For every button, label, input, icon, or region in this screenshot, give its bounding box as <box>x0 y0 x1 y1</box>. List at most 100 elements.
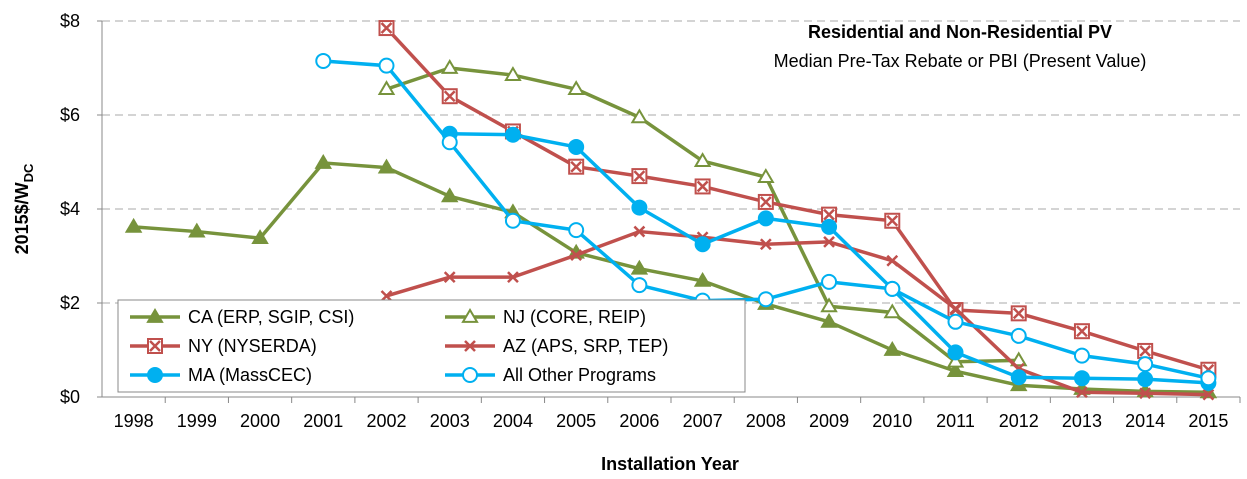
marker <box>631 199 648 216</box>
marker-cross <box>380 22 393 34</box>
marker-cross <box>443 271 456 284</box>
x-tick-label: 2006 <box>619 411 659 431</box>
x-tick-label: 1999 <box>177 411 217 431</box>
marker <box>693 271 712 287</box>
marker-cross <box>886 254 899 267</box>
marker <box>188 222 206 238</box>
marker <box>504 126 521 143</box>
x-tick-label: 2011 <box>936 411 975 431</box>
y-tick-label: $2 <box>60 293 80 313</box>
marker <box>440 187 459 203</box>
chart-title: Residential and Non-Residential PV <box>808 22 1112 42</box>
marker-cross <box>443 90 456 103</box>
marker <box>947 344 964 361</box>
marker <box>1137 371 1154 388</box>
x-tick-label: 1998 <box>114 411 154 431</box>
x-tick-label: 2005 <box>556 411 596 431</box>
x-tick-label: 2009 <box>809 411 849 431</box>
marker <box>886 254 899 267</box>
x-tick-label: 2000 <box>240 411 280 431</box>
marker <box>1137 356 1154 373</box>
marker <box>568 158 585 175</box>
marker <box>1073 347 1090 364</box>
marker <box>507 271 519 284</box>
marker-cross <box>759 238 772 251</box>
y-axis-label: 2015$/WDC <box>12 163 36 254</box>
marker <box>633 225 646 238</box>
marker-cross <box>149 340 161 352</box>
marker <box>1139 387 1152 400</box>
marker <box>1009 351 1028 367</box>
x-tick-label: 2002 <box>366 411 406 431</box>
marker <box>1200 370 1217 387</box>
marker <box>146 308 164 323</box>
marker-cross <box>823 236 835 248</box>
marker <box>377 80 396 96</box>
marker <box>693 152 712 167</box>
marker <box>694 236 711 253</box>
marker <box>1010 369 1027 386</box>
marker <box>377 158 396 174</box>
marker <box>1202 388 1215 401</box>
y-tick-label: $0 <box>60 387 80 407</box>
marker-cross <box>633 225 646 238</box>
y-tick-label: $6 <box>60 105 80 125</box>
marker-cross <box>570 160 583 173</box>
marker <box>883 341 902 356</box>
marker <box>759 238 772 251</box>
marker <box>124 217 143 233</box>
marker <box>568 138 585 155</box>
x-tick-label: 2013 <box>1062 411 1102 431</box>
marker <box>821 206 838 223</box>
x-tick-label: 2008 <box>746 411 786 431</box>
y-tick-label: $8 <box>60 11 80 31</box>
marker <box>883 303 902 319</box>
legend-box <box>117 299 746 393</box>
marker <box>147 338 163 354</box>
marker <box>1073 323 1090 340</box>
marker <box>1076 386 1088 399</box>
marker <box>631 277 648 294</box>
legend-label: NY (NYSERDA) <box>188 336 317 356</box>
marker <box>568 222 585 239</box>
marker <box>946 352 965 368</box>
marker <box>823 236 835 248</box>
x-tick-label: 2014 <box>1125 411 1165 431</box>
marker-cross <box>380 290 393 302</box>
x-tick-label: 2001 <box>303 411 343 431</box>
marker <box>820 297 838 313</box>
marker-cross <box>1139 345 1152 357</box>
marker <box>884 280 901 297</box>
marker <box>378 57 395 74</box>
marker <box>441 88 458 105</box>
marker <box>314 153 333 169</box>
marker <box>821 218 838 235</box>
marker <box>1073 370 1090 387</box>
marker <box>378 20 395 37</box>
x-tick-label: 2004 <box>493 411 533 431</box>
x-tick-label: 2015 <box>1188 411 1228 431</box>
marker <box>1010 305 1027 322</box>
x-axis-label: Installation Year <box>601 454 739 474</box>
marker <box>567 80 585 96</box>
marker-cross <box>1139 387 1152 400</box>
marker <box>757 210 774 227</box>
marker-cross <box>759 196 772 208</box>
y-tick-label: $4 <box>60 199 80 219</box>
marker-cross <box>1076 325 1088 338</box>
marker <box>884 212 901 229</box>
marker <box>694 178 711 195</box>
marker-cross <box>1076 386 1088 399</box>
marker-cross <box>1202 388 1215 401</box>
legend-label: NJ (CORE, REIP) <box>503 307 646 327</box>
marker <box>630 259 649 275</box>
legend-label: CA (ERP, SGIP, CSI) <box>188 307 354 327</box>
marker-cross <box>823 208 835 221</box>
x-tick-label: 2003 <box>430 411 470 431</box>
marker-cross <box>696 180 709 193</box>
marker <box>315 52 332 69</box>
legend-label: AZ (APS, SRP, TEP) <box>503 336 668 356</box>
marker <box>461 308 479 323</box>
marker-cross <box>886 214 899 227</box>
